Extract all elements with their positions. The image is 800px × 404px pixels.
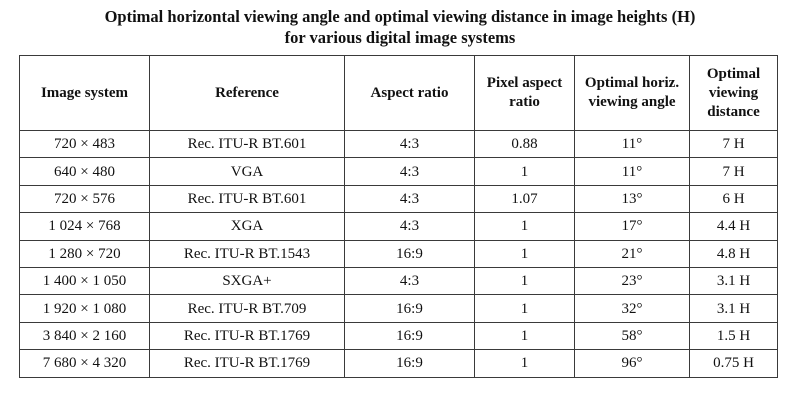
- column-header-aspect-ratio: Aspect ratio: [344, 55, 475, 131]
- table-row: 1 024 × 768 XGA 4:3 1 17° 4.4 H: [19, 212, 778, 241]
- cell-pixel-aspect-ratio: 1: [474, 349, 575, 378]
- cell-image-system: 720 × 483: [19, 129, 150, 159]
- cell-viewing-distance: 0.75 H: [689, 349, 778, 378]
- cell-viewing-angle: 96°: [574, 349, 690, 378]
- cell-pixel-aspect-ratio: 1: [474, 294, 575, 323]
- table-title-line-2: for various digital image systems: [284, 28, 516, 47]
- cell-pixel-aspect-ratio: 1: [474, 239, 575, 268]
- table-row: 3 840 × 2 160 Rec. ITU-R BT.1769 16:9 1 …: [19, 321, 778, 351]
- cell-viewing-angle: 58°: [574, 321, 690, 351]
- cell-image-system: 1 024 × 768: [19, 212, 150, 241]
- table-row: 1 400 × 1 050 SXGA+ 4:3 1 23° 3.1 H: [19, 266, 778, 296]
- cell-aspect-ratio: 16:9: [344, 321, 475, 351]
- cell-reference: Rec. ITU-R BT.1769: [149, 321, 345, 351]
- cell-reference: Rec. ITU-R BT.601: [149, 184, 345, 214]
- table-row: 1 920 × 1 080 Rec. ITU-R BT.709 16:9 1 3…: [19, 294, 778, 323]
- cell-aspect-ratio: 4:3: [344, 129, 475, 159]
- cell-aspect-ratio: 4:3: [344, 184, 475, 214]
- cell-image-system: 720 × 576: [19, 184, 150, 214]
- column-header-image-system: Image system: [19, 55, 150, 131]
- cell-pixel-aspect-ratio: 1: [474, 212, 575, 241]
- table-title: Optimal horizontal viewing angle and opt…: [0, 6, 800, 48]
- cell-pixel-aspect-ratio: 1.07: [474, 184, 575, 214]
- cell-reference: XGA: [149, 212, 345, 241]
- cell-image-system: 1 920 × 1 080: [19, 294, 150, 323]
- cell-image-system: 640 × 480: [19, 157, 150, 186]
- cell-viewing-angle: 23°: [574, 266, 690, 296]
- cell-pixel-aspect-ratio: 1: [474, 266, 575, 296]
- column-header-viewing-distance: Optimal viewing distance: [689, 55, 778, 131]
- cell-pixel-aspect-ratio: 1: [474, 157, 575, 186]
- cell-viewing-distance: 1.5 H: [689, 321, 778, 351]
- cell-viewing-distance: 7 H: [689, 157, 778, 186]
- table-row: 720 × 483 Rec. ITU-R BT.601 4:3 0.88 11°…: [19, 129, 778, 159]
- table-title-line-1: Optimal horizontal viewing angle and opt…: [104, 7, 696, 26]
- cell-aspect-ratio: 16:9: [344, 349, 475, 378]
- cell-aspect-ratio: 4:3: [344, 212, 475, 241]
- cell-image-system: 7 680 × 4 320: [19, 349, 150, 378]
- cell-image-system: 3 840 × 2 160: [19, 321, 150, 351]
- cell-viewing-angle: 13°: [574, 184, 690, 214]
- cell-viewing-angle: 17°: [574, 212, 690, 241]
- cell-viewing-distance: 4.8 H: [689, 239, 778, 268]
- image-systems-table: Image system Reference Aspect ratio Pixe…: [19, 55, 778, 378]
- table-row: 7 680 × 4 320 Rec. ITU-R BT.1769 16:9 1 …: [19, 349, 778, 378]
- cell-aspect-ratio: 16:9: [344, 239, 475, 268]
- table-row: 640 × 480 VGA 4:3 1 11° 7 H: [19, 157, 778, 186]
- cell-viewing-distance: 4.4 H: [689, 212, 778, 241]
- table-row: 720 × 576 Rec. ITU-R BT.601 4:3 1.07 13°…: [19, 184, 778, 214]
- cell-viewing-distance: 6 H: [689, 184, 778, 214]
- cell-pixel-aspect-ratio: 1: [474, 321, 575, 351]
- cell-aspect-ratio: 16:9: [344, 294, 475, 323]
- column-header-reference: Reference: [149, 55, 345, 131]
- column-header-pixel-aspect-ratio: Pixel aspect ratio: [474, 55, 575, 131]
- cell-reference: Rec. ITU-R BT.1543: [149, 239, 345, 268]
- cell-viewing-angle: 32°: [574, 294, 690, 323]
- cell-viewing-angle: 11°: [574, 157, 690, 186]
- cell-aspect-ratio: 4:3: [344, 266, 475, 296]
- cell-image-system: 1 280 × 720: [19, 239, 150, 268]
- cell-pixel-aspect-ratio: 0.88: [474, 129, 575, 159]
- cell-reference: SXGA+: [149, 266, 345, 296]
- cell-reference: VGA: [149, 157, 345, 186]
- cell-aspect-ratio: 4:3: [344, 157, 475, 186]
- cell-image-system: 1 400 × 1 050: [19, 266, 150, 296]
- cell-reference: Rec. ITU-R BT.1769: [149, 349, 345, 378]
- cell-reference: Rec. ITU-R BT.709: [149, 294, 345, 323]
- cell-viewing-angle: 11°: [574, 129, 690, 159]
- cell-viewing-distance: 7 H: [689, 129, 778, 159]
- column-header-viewing-angle: Optimal horiz. viewing angle: [574, 55, 690, 131]
- cell-viewing-angle: 21°: [574, 239, 690, 268]
- cell-reference: Rec. ITU-R BT.601: [149, 129, 345, 159]
- table-row: 1 280 × 720 Rec. ITU-R BT.1543 16:9 1 21…: [19, 239, 778, 268]
- cell-viewing-distance: 3.1 H: [689, 294, 778, 323]
- cell-viewing-distance: 3.1 H: [689, 266, 778, 296]
- table-header-row: Image system Reference Aspect ratio Pixe…: [19, 55, 778, 131]
